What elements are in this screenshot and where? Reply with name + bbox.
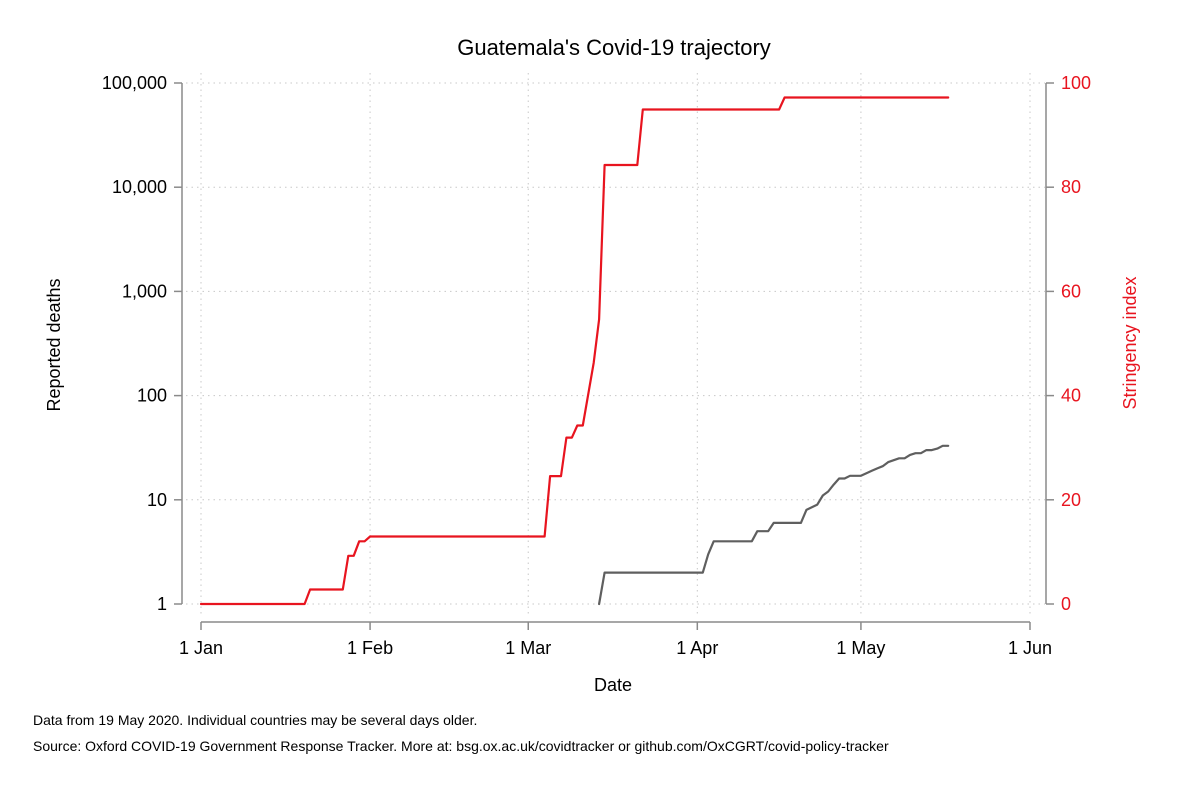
y-axis-right-tick-label: 80	[1061, 177, 1081, 197]
y-axis-right-tick-label: 40	[1061, 386, 1081, 406]
chart: Guatemala's Covid-19 trajectory 1 10 100 1,…	[44, 35, 1140, 695]
y-axis-left-tick-label: 100	[137, 386, 167, 406]
y-axis-left-tick-label: 10	[147, 490, 167, 510]
x-axis-tick-label: 1 Apr	[676, 638, 718, 658]
y-axis-left-tick-label: 10,000	[112, 177, 167, 197]
x-axis-label: Date	[594, 675, 632, 695]
x-axis-tick-label: 1 May	[836, 638, 885, 658]
y-axis-right-tick-label: 100	[1061, 73, 1091, 93]
y-axis-label-left: Reported deaths	[44, 278, 64, 411]
y-axis-right-tick-label: 20	[1061, 490, 1081, 510]
series-layer	[199, 96, 950, 606]
y-axis-left-tick-label: 1	[157, 594, 167, 614]
footnote-source: Source: Oxford COVID-19 Government Respo…	[33, 738, 889, 754]
axes: 1 10 100 1,000 10,000 100,000 0 20 40 60 80 100 1 Ja…	[102, 73, 1091, 658]
stringency-line	[199, 96, 950, 606]
grid	[186, 73, 1045, 614]
y-axis-right-tick-label: 60	[1061, 281, 1081, 301]
x-axis-tick-label: 1 Jun	[1008, 638, 1052, 658]
y-axis-left-tick-label: 100,000	[102, 73, 167, 93]
y-axis-right-tick-label: 0	[1061, 594, 1071, 614]
chart-title: Guatemala's Covid-19 trajectory	[457, 35, 771, 60]
x-axis-tick-label: 1 Feb	[347, 638, 393, 658]
y-axis-label-right: Stringency index	[1120, 276, 1140, 409]
y-axis-left-tick-label: 1,000	[122, 281, 167, 301]
deaths-line	[597, 444, 950, 606]
footnote-data-date: Data from 19 May 2020. Individual countr…	[33, 712, 478, 728]
x-axis-tick-label: 1 Jan	[179, 638, 223, 658]
x-axis-tick-label: 1 Mar	[505, 638, 551, 658]
